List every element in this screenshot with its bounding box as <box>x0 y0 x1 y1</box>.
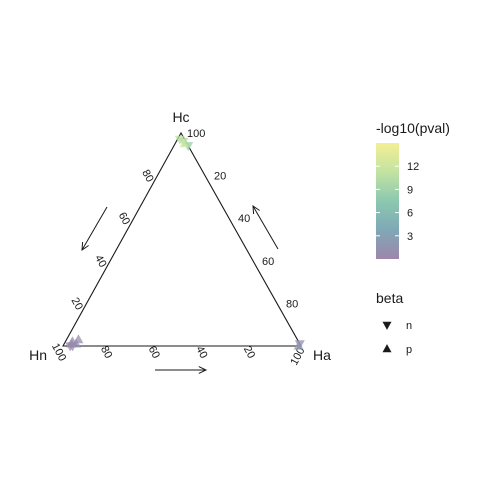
tick-label-hc: 40 <box>92 253 108 270</box>
tick-label-ha: 40 <box>238 213 250 225</box>
colorbar-title: -log10(pval) <box>376 120 450 136</box>
shape-legend-label: n <box>406 320 412 332</box>
ternary-triangle <box>62 131 302 347</box>
arrow-right-edge <box>252 205 279 250</box>
data-points <box>65 135 305 352</box>
tick-label-hn: 20 <box>241 344 257 360</box>
vertex-label-left: Hn <box>29 347 47 363</box>
legend-up-triangle-icon <box>382 344 392 353</box>
tick-label-hn: 80 <box>98 344 114 360</box>
legend-down-triangle-icon <box>382 321 392 330</box>
colorbar-tick-label: 6 <box>407 208 413 220</box>
data-point-up-triangle <box>179 138 190 148</box>
colorbar <box>376 143 399 259</box>
tick-label-hc: 80 <box>139 168 155 185</box>
tick-label-hn: 40 <box>193 344 209 360</box>
colorbar-legend: -log10(pval) 3 6 9 12 <box>376 120 450 259</box>
tick-label-hc: 100 <box>187 128 205 140</box>
data-point-up-triangle <box>293 340 304 350</box>
tick-label-hn: 60 <box>146 344 162 360</box>
tick-label-ha: 80 <box>286 298 298 310</box>
tick-label-hc: 20 <box>69 296 85 313</box>
colorbar-tick-label: 9 <box>407 184 413 196</box>
tick-label-hc: 60 <box>116 210 132 227</box>
direction-arrows <box>81 205 279 374</box>
tick-label-ha: 20 <box>214 171 226 183</box>
vertex-label-top: Hc <box>172 109 189 125</box>
shape-legend-title: beta <box>376 290 403 306</box>
vertex-label-right: Ha <box>313 347 331 363</box>
colorbar-tick-label: 12 <box>407 161 419 173</box>
colorbar-tick-label: 3 <box>407 231 413 243</box>
tick-label-hn: 100 <box>49 341 68 363</box>
shape-legend-label: p <box>406 344 412 356</box>
tick-label-ha: 60 <box>262 256 274 268</box>
shape-legend-items: np <box>382 320 412 356</box>
data-point-down-triangle <box>67 342 78 352</box>
arrow-left-edge <box>81 206 108 251</box>
shape-legend: beta np <box>376 290 412 356</box>
arrow-base <box>155 366 208 374</box>
colorbar-ticks: 3 6 9 12 <box>376 161 419 243</box>
